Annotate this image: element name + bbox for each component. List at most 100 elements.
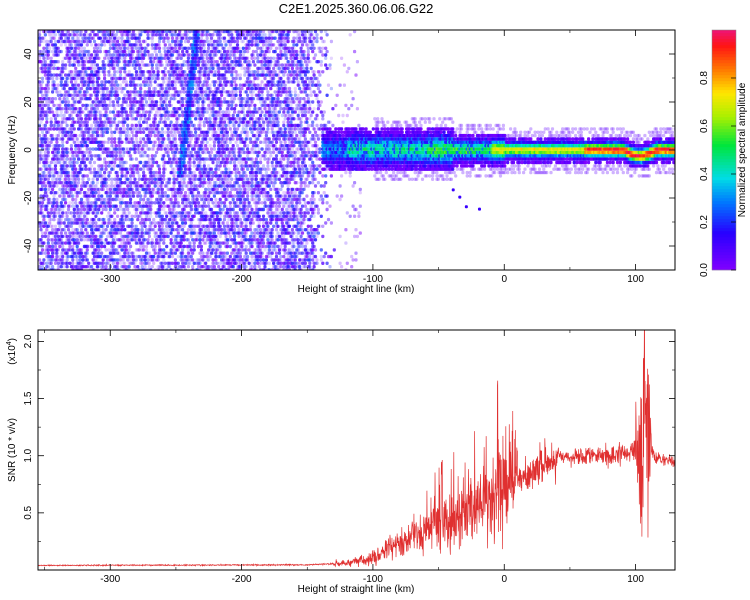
spectrogram-cell <box>101 207 105 212</box>
spectrogram-cell <box>77 181 81 185</box>
spectrogram-cell <box>55 197 59 202</box>
spectrogram-cell <box>114 33 118 37</box>
spectrogram-cell <box>55 137 59 141</box>
spectrogram-cell <box>204 63 208 67</box>
spectrogram-cell <box>51 110 55 114</box>
spectrogram-cell <box>155 100 159 104</box>
spectrogram-cell <box>211 33 215 37</box>
spectrogram-cell <box>116 181 120 185</box>
spectrogram-cell <box>157 43 162 47</box>
spectrogram-cell <box>129 110 133 114</box>
spectrogram-cell <box>144 110 149 114</box>
spectrogram-cell <box>110 123 114 128</box>
spectrogram-cell <box>104 197 108 202</box>
spectrogram-cell <box>39 60 43 64</box>
spectrogram-cell <box>198 164 202 168</box>
spectrogram-cell <box>147 137 151 141</box>
spectrogram-cell <box>169 130 173 134</box>
spectrogram-cell <box>182 53 186 57</box>
spectrogram-cell <box>113 241 117 245</box>
spectrogram-cell <box>97 244 101 249</box>
spectrogram-cell <box>205 120 209 124</box>
spectrogram-cell <box>195 53 199 57</box>
spectrogram-cell <box>66 130 71 134</box>
spectrogram-cell <box>49 207 53 212</box>
spectrogram-cell <box>101 144 105 148</box>
spectrogram-cell <box>214 167 218 171</box>
spectrogram-cell <box>136 181 140 185</box>
spectrogram-cell <box>186 231 190 235</box>
spectrogram-cell <box>40 170 45 175</box>
spectrogram-cell <box>48 217 52 222</box>
spectrogram-cell <box>90 86 94 91</box>
spectrogram-cell <box>191 83 195 87</box>
spectrogram-cell <box>214 130 218 134</box>
spectrogram-cell <box>97 43 101 47</box>
spectrogram-cell <box>179 39 183 44</box>
spectrogram-cell <box>178 228 182 232</box>
spectrogram-cell <box>215 90 219 94</box>
spectrogram-cell <box>189 144 193 148</box>
spectrogram-cell <box>62 184 66 188</box>
spectrogram-cell <box>40 244 45 249</box>
spectrogram-cell <box>56 66 60 71</box>
spectrogram-cell <box>48 181 52 185</box>
spectrogram-cell <box>194 174 198 178</box>
spectrogram-cell <box>130 73 134 77</box>
spectrogram-cell <box>205 36 209 40</box>
spectrogram-cell <box>51 133 55 138</box>
spectrogram-cell <box>42 39 46 44</box>
spectrogram-cell <box>201 90 205 94</box>
spectrogram-cell <box>146 214 150 218</box>
spectrogram-cell <box>51 181 55 185</box>
spectrogram-cell <box>90 241 94 245</box>
spectrogram-cell <box>39 204 43 208</box>
spectrogram-cell <box>208 244 212 249</box>
spectrogram-cell <box>59 43 63 47</box>
spectrogram-cell <box>53 144 58 148</box>
spectrogram-cell <box>196 137 201 141</box>
spectrogram-cell <box>74 46 78 50</box>
spectrogram-cell <box>85 86 89 91</box>
spectrogram-cell <box>61 76 65 81</box>
spectrogram-cell <box>104 184 108 188</box>
spectrogram-cell <box>188 117 192 121</box>
spectrogram-cell <box>207 187 211 192</box>
spectrogram-cell <box>55 86 59 91</box>
spectrogram-cell <box>162 164 166 168</box>
spectrogram-cell <box>204 211 208 215</box>
spectrogram-cell <box>215 113 219 118</box>
spectrogram-cell <box>192 157 196 161</box>
spectrogram-cell <box>207 177 211 181</box>
spectrogram-cell <box>114 80 118 84</box>
spectrogram-cell <box>152 191 156 195</box>
spectrogram-cell <box>42 60 46 64</box>
spectrogram-cell <box>84 191 88 195</box>
spectrogram-cell <box>139 194 143 198</box>
spectrogram-cell <box>46 187 50 192</box>
spectrogram-cell <box>113 66 117 71</box>
spectrogram-cell <box>69 43 73 47</box>
spectrogram-cell <box>159 117 163 121</box>
spectrogram-cell <box>69 39 73 44</box>
spectrogram-cell <box>162 80 166 84</box>
spectrogram-cell <box>166 110 170 114</box>
spectrogram-cell <box>199 46 203 50</box>
spectrogram-cell <box>182 181 186 185</box>
spectrogram-cell <box>71 194 75 198</box>
spectrogram-cell <box>123 43 127 47</box>
spectrogram-cell <box>59 217 63 222</box>
spectrogram-cell <box>192 241 196 245</box>
spectrogram-cell <box>131 254 136 259</box>
spectrogram-cell <box>66 174 71 178</box>
spectrogram-cell <box>56 53 60 57</box>
spectrogram-cell <box>147 117 151 121</box>
spectrogram-cell <box>118 76 123 81</box>
spectrogram-cell <box>208 117 212 121</box>
spectrogram-cell <box>117 86 121 91</box>
spectrogram-cell <box>149 110 153 114</box>
spectrogram-cell <box>162 140 166 144</box>
spectrogram-cell <box>42 46 46 50</box>
spectrogram-cell <box>78 39 82 44</box>
